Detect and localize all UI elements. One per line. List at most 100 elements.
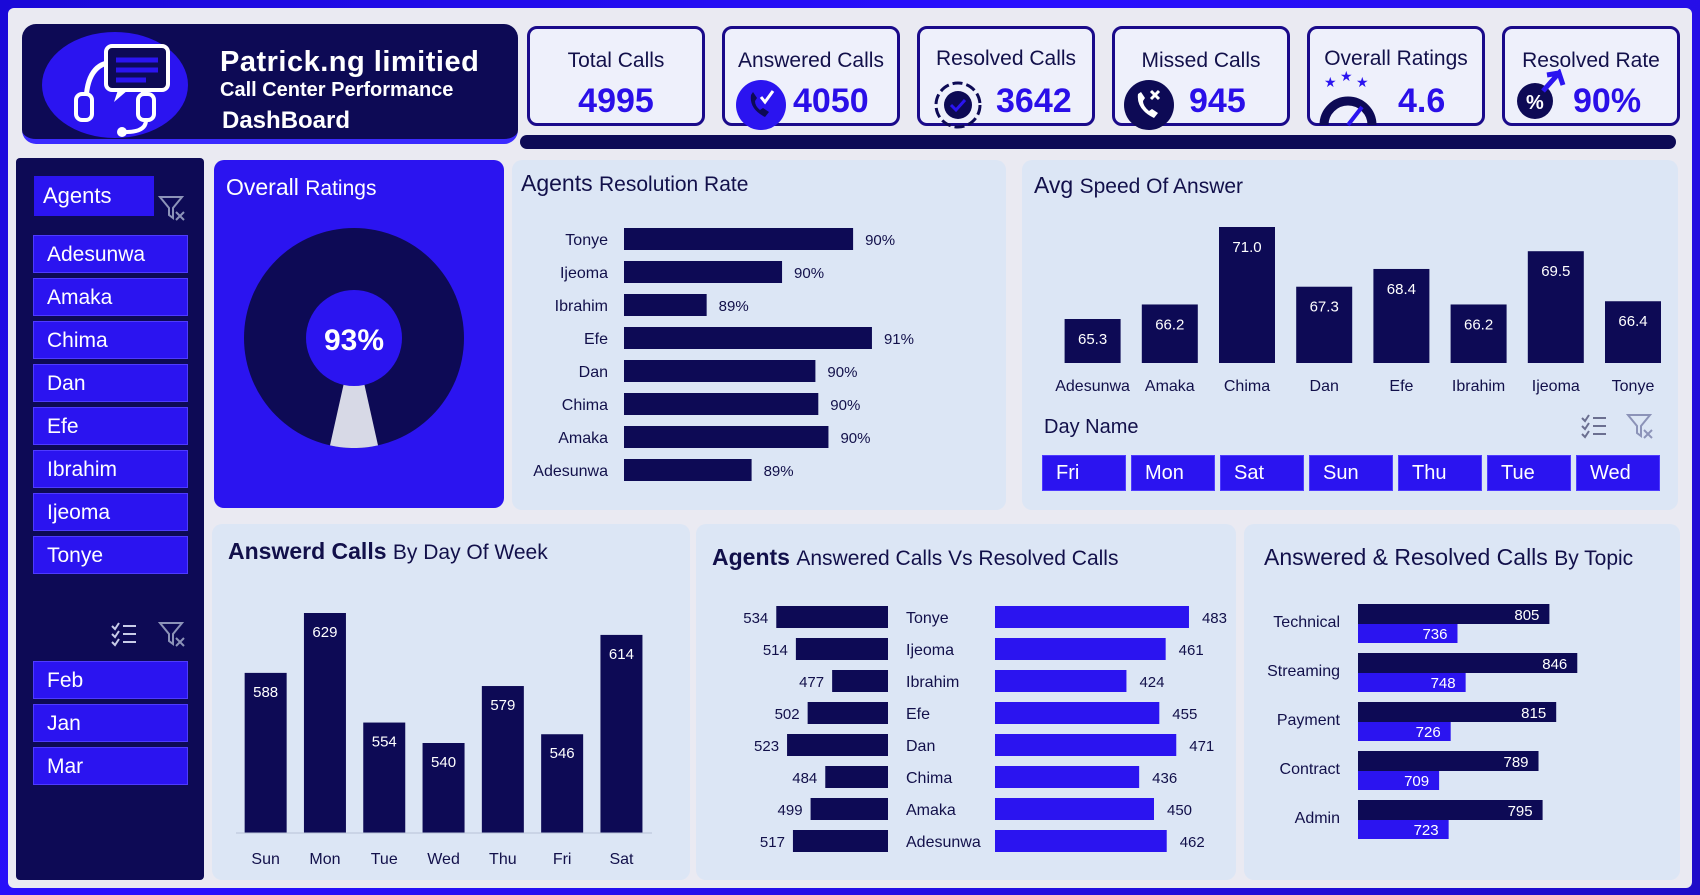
category-label: Ibrahim	[906, 674, 959, 691]
answered-vs-resolved-panel: Agents Answered Calls Vs Resolved Calls …	[696, 524, 1236, 880]
resolved-bar	[1358, 771, 1440, 790]
header-divider	[520, 135, 1676, 149]
bar	[1296, 286, 1353, 363]
month-slicer-item[interactable]: Mar	[33, 747, 188, 785]
data-label: 789	[1503, 754, 1528, 771]
data-label: 69.5	[1541, 263, 1570, 280]
clear-filter-icon[interactable]	[158, 620, 186, 648]
answered-bar	[1358, 604, 1550, 624]
data-label: 66.2	[1464, 316, 1493, 333]
data-label: 90%	[840, 430, 870, 447]
day-slicer-item[interactable]: Tue	[1487, 455, 1571, 491]
agent-slicer-item[interactable]: Adesunwa	[33, 235, 188, 273]
dashboard-label: DashBoard	[222, 107, 351, 134]
kpi-label: Answered Calls	[738, 49, 884, 72]
svg-text:★: ★	[1324, 74, 1337, 90]
month-slicer-item[interactable]: Feb	[33, 661, 188, 699]
kpi-value: 90%	[1573, 82, 1642, 120]
clear-filter-icon[interactable]	[1626, 412, 1654, 440]
percent-arrow-icon: %	[1517, 69, 1566, 119]
answered-vs-resolved-chart: 534 Tonye 483 514 Ijeoma 461 477 Ibrahim 424 502 E…	[743, 606, 1227, 852]
data-label: 726	[1416, 724, 1441, 741]
panel-title: Avg Speed Of Answer	[1034, 172, 1243, 199]
title-part: By Day Of Week	[392, 541, 548, 564]
title-part: Answered & Resolved Calls	[1264, 544, 1548, 570]
data-label: 484	[792, 770, 817, 787]
day-slicer-item[interactable]: Mon	[1131, 455, 1215, 491]
title-part: Resolution Rate	[599, 173, 749, 196]
agent-slicer-item[interactable]: Efe	[33, 407, 188, 445]
phone-missed-icon	[1124, 80, 1174, 130]
answered-bar	[1358, 751, 1539, 771]
clear-filter-icon[interactable]	[158, 194, 186, 222]
agent-slicer-item[interactable]: Ijeoma	[33, 493, 188, 531]
title-part: By Topic	[1554, 547, 1634, 570]
data-label: 588	[253, 684, 278, 701]
category-label: Ijeoma	[1532, 378, 1580, 395]
answered-bar	[792, 830, 888, 852]
day-slicer-item[interactable]: Fri	[1042, 455, 1126, 491]
category-label: Contract	[1280, 761, 1341, 778]
donut-value: 93%	[324, 324, 384, 357]
resolved-bar	[995, 638, 1166, 660]
day-slicer-item[interactable]: Wed	[1576, 455, 1660, 491]
bar	[1527, 251, 1584, 363]
category-label: Sat	[609, 851, 634, 868]
data-label: 90%	[794, 265, 824, 282]
bar	[1219, 227, 1275, 363]
answered-bar	[1358, 653, 1578, 673]
category-label: Thu	[489, 851, 517, 868]
ratings-donut: 93%	[244, 228, 464, 448]
category-label: Admin	[1295, 810, 1340, 827]
donut-hole	[306, 290, 402, 386]
category-label: Sun	[251, 851, 279, 868]
resolved-bar	[1358, 673, 1466, 692]
answered-bar	[1358, 702, 1557, 722]
category-label: Efe	[584, 331, 608, 348]
title-part: Ratings	[305, 177, 377, 200]
agent-slicer-item[interactable]: Tonye	[33, 536, 188, 574]
category-label: Chima	[1224, 378, 1270, 395]
data-label: 461	[1179, 642, 1204, 659]
category-label: Dan	[906, 738, 935, 755]
slicer-sidebar: Agents Adesunwa Amaka Chima Dan Efe Ibra…	[16, 158, 204, 880]
agent-slicer-item[interactable]: Chima	[33, 321, 188, 359]
resolution-panel: Agents Resolution Rate Tonye 90% Ijeoma 90%…	[512, 160, 1006, 510]
data-label: 66.2	[1155, 316, 1184, 333]
category-label: Amaka	[558, 430, 608, 447]
agent-slicer-item[interactable]: Ibrahim	[33, 450, 188, 488]
kpi-value: 4050	[793, 82, 869, 120]
kpi-value: 945	[1189, 82, 1246, 120]
multi-select-icon[interactable]	[110, 620, 138, 648]
topic-chart: Technical 805 736 Streaming 846 748 Payment 815…	[1267, 604, 1578, 839]
day-slicer-item[interactable]: Sat	[1220, 455, 1304, 491]
agents-slicer-title: Agents	[34, 176, 154, 216]
month-slicer-item[interactable]: Jan	[33, 704, 188, 742]
kpi-answered-calls: Answered Calls 4050	[722, 26, 900, 130]
resolved-bar	[995, 766, 1140, 788]
overall-ratings-panel: Overall Ratings 93%	[214, 160, 504, 508]
bar	[600, 634, 643, 833]
data-label: 502	[775, 706, 800, 723]
panel-title: Answered & Resolved Calls By Topic	[1264, 544, 1633, 571]
panel-title: Answerd Calls By Day Of Week	[228, 538, 548, 565]
category-label: Ijeoma	[560, 265, 608, 282]
kpi-overall-ratings: Overall Ratings ★ ★ ★ 4.6	[1307, 26, 1485, 127]
multi-select-icon[interactable]	[1580, 412, 1608, 440]
bar	[624, 360, 816, 382]
answered-bar	[807, 702, 888, 724]
data-label: 436	[1152, 770, 1177, 787]
agent-slicer-item[interactable]: Dan	[33, 364, 188, 402]
data-label: 514	[763, 642, 788, 659]
day-slicer-item[interactable]: Thu	[1398, 455, 1482, 491]
panel-title: Agents Resolution Rate	[521, 170, 748, 197]
data-label: 66.4	[1618, 313, 1647, 330]
day-slicer-item[interactable]: Sun	[1309, 455, 1393, 491]
data-label: 90%	[865, 232, 895, 249]
category-label: Chima	[562, 397, 608, 414]
category-label: Tonye	[565, 232, 608, 249]
category-label: Technical	[1273, 614, 1340, 631]
company-title: Patrick.ng limitied	[220, 46, 480, 78]
agent-slicer-item[interactable]: Amaka	[33, 278, 188, 316]
data-label: 91%	[884, 331, 914, 348]
